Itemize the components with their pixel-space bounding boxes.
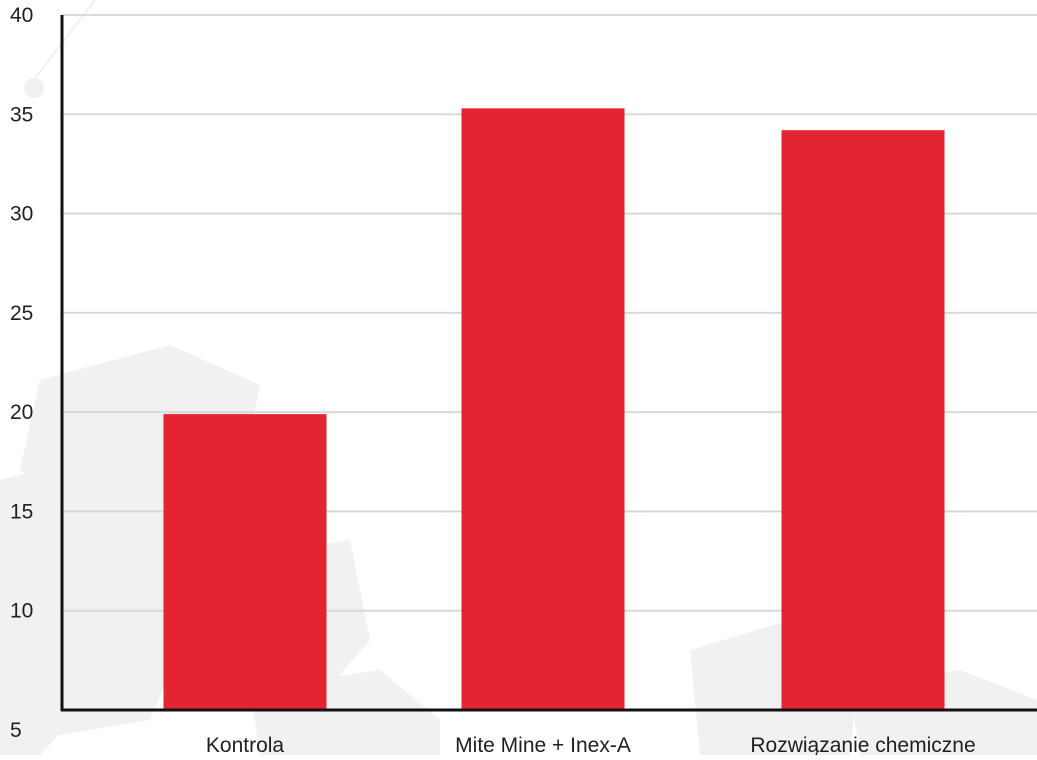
watermark-hexagon bbox=[0, 600, 90, 755]
watermark-dot bbox=[24, 78, 44, 98]
y-tick-label: 40 bbox=[10, 4, 33, 27]
x-category-label: Kontrola bbox=[206, 734, 285, 755]
y-tick-label: 10 bbox=[10, 600, 33, 623]
bar bbox=[163, 414, 327, 710]
y-tick-label: 30 bbox=[10, 203, 33, 226]
y-tick-label: 20 bbox=[10, 401, 33, 424]
bars bbox=[163, 108, 945, 711]
y-tick-label: 15 bbox=[10, 500, 33, 523]
x-axis-categories: Kontrola Mite Mine + Inex-A Rozwiązanie ch… bbox=[206, 734, 976, 757]
x-category-label: Rozwiązanie chemiczne bbox=[750, 734, 975, 755]
y-tick-label: 25 bbox=[10, 302, 33, 325]
y-tick-label: 35 bbox=[10, 103, 33, 126]
y-axis-ticks: 5 10 15 20 25 30 35 40 bbox=[10, 4, 33, 742]
axes bbox=[60, 15, 1037, 712]
x-category-label: Mite Mine + Inex-A bbox=[455, 734, 631, 755]
bar bbox=[461, 108, 625, 711]
y-tick-label: 5 bbox=[10, 719, 22, 742]
bar bbox=[781, 130, 945, 710]
